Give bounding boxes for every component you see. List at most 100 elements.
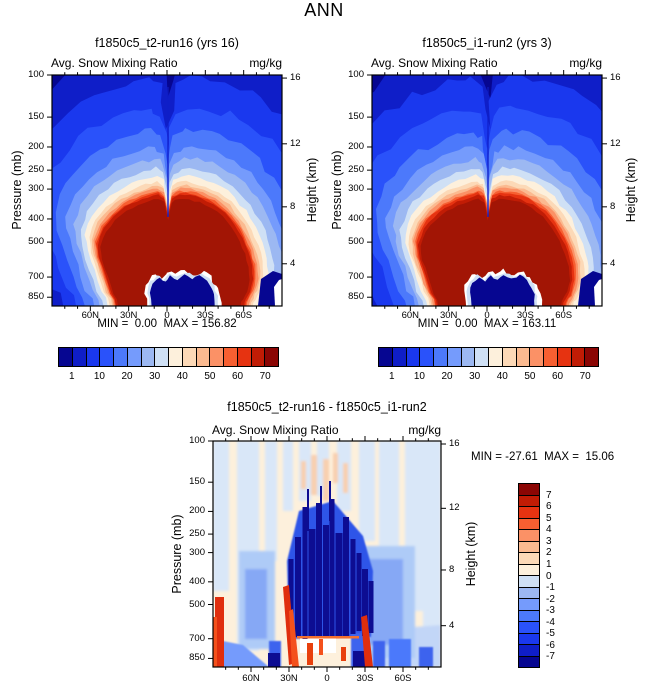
colorbar-tick-label: 30: [469, 371, 481, 382]
latitude-tick-label: 0: [164, 310, 170, 321]
colorbar-tick-label: 50: [524, 371, 536, 382]
colorbar-cell: [223, 347, 238, 367]
colorbar-tick-label: 20: [121, 371, 133, 382]
pressure-tick-label: 850: [189, 652, 205, 664]
colorbar-cell: [570, 347, 586, 367]
colorbar-cell: [460, 347, 476, 367]
panel-left-minmax: MIN = 0.00 MAX = 156.82: [97, 318, 237, 330]
pressure-tick-label: 150: [348, 111, 364, 123]
colorbar-tick-label: 60: [552, 371, 564, 382]
colorbar-tick-label: -6: [546, 639, 555, 651]
colorbar-cell: [501, 347, 517, 367]
colorbar-cell: [236, 347, 252, 367]
height-tick-label: 8: [449, 563, 455, 575]
pressure-tick-label: 150: [189, 476, 205, 488]
panel-left-units-label: mg/kg: [249, 56, 282, 70]
latitude-tick-label: 30N: [439, 310, 458, 321]
latitude-tick-label: 30S: [516, 310, 534, 321]
height-tick-label: 12: [290, 137, 301, 149]
colorbar-cell: [433, 347, 448, 367]
colorbar-cell: [556, 347, 572, 367]
colorbar-cell: [488, 347, 503, 367]
height-tick-label: 12: [449, 502, 460, 514]
pressure-tick-label: 200: [189, 505, 205, 517]
colorbar-cell: [181, 347, 197, 367]
height-tick-label: 8: [290, 200, 296, 212]
colorbar-cell: [113, 347, 128, 367]
colorbar-cell: [250, 347, 266, 367]
pressure-tick-label: 100: [348, 69, 364, 80]
colorbar-tick-label: 10: [413, 371, 425, 382]
colorbar-cell: [391, 347, 407, 367]
colorbar-tick-label: 10: [93, 371, 105, 382]
panel-diff-variable-label: Avg. Snow Mixing Ratio: [212, 423, 339, 437]
colorbar-tick-label: 4: [546, 524, 552, 536]
colorbar-tick-label: -4: [546, 616, 555, 628]
pressure-tick-label: 850: [28, 291, 44, 303]
height-tick-label: 4: [610, 257, 616, 269]
contour-plot-A: [47, 70, 287, 311]
colorbar-tick-label: 70: [259, 371, 271, 382]
latitude-tick-label: 0: [324, 673, 330, 684]
colorbar-cell: [71, 347, 87, 367]
pressure-tick-label: 500: [348, 236, 364, 248]
axes-frame-and-ticks: [47, 70, 287, 311]
colorbar-cell: [264, 347, 279, 367]
difference-field: [213, 441, 441, 667]
pressure-tick-label: 700: [28, 271, 44, 283]
colorbar-cell: [168, 347, 183, 367]
colorbar-cell: [518, 655, 540, 668]
height-tick-label: 12: [610, 137, 621, 149]
height-tick-label: 16: [449, 438, 460, 449]
pressure-tick-label: 250: [348, 164, 364, 176]
colorbar-tick-label: 20: [441, 371, 453, 382]
colorbar-tick-label: 40: [176, 371, 188, 382]
colorbar-cell: [58, 347, 73, 367]
colorbar-tick-label: 3: [546, 535, 552, 547]
pressure-tick-label: 100: [189, 435, 205, 446]
colorbar-tick-label: 70: [579, 371, 591, 382]
colorbar-tick-label: 1: [69, 371, 75, 382]
colorbar-cell: [543, 347, 558, 367]
colorbar-diff: [518, 483, 540, 668]
colorbar-tick-label: -5: [546, 628, 555, 640]
colorbar-cell: [419, 347, 434, 367]
colorbar-cell: [140, 347, 156, 367]
latitude-tick-label: 0: [484, 310, 490, 321]
pressure-tick-label: 300: [28, 183, 44, 195]
latitude-tick-label: 30N: [119, 310, 138, 321]
colorbar-tick-label: 40: [496, 371, 508, 382]
colorbar-cell: [584, 347, 599, 367]
latitude-tick-label: 60S: [555, 310, 573, 321]
pressure-tick-label: 300: [348, 183, 364, 195]
pressure-tick-label: 250: [189, 528, 205, 540]
latitude-tick-label: 60N: [401, 310, 420, 321]
panel-diff-title: f1850c5_t2-run16 - f1850c5_i1-run2: [227, 400, 427, 414]
panel-right-minmax: MIN = 0.00 MAX = 163.11: [417, 318, 557, 330]
pressure-tick-label: 300: [189, 546, 205, 558]
pressure-tick-label: 100: [28, 69, 44, 80]
panel-left-title: f1850c5_t2-run16 (yrs 16): [95, 36, 239, 50]
figure-title: ANN: [304, 0, 344, 20]
height-tick-label: 16: [290, 72, 301, 84]
height-tick-label: 4: [449, 619, 455, 631]
latitude-tick-label: 30N: [280, 673, 298, 684]
panel-left-subtitle-row: Avg. Snow Mixing Ratio mg/kg: [51, 56, 282, 70]
panel-diff-subtitle-row: Avg. Snow Mixing Ratio mg/kg: [212, 423, 441, 437]
colorbar-tick-label: 6: [546, 501, 552, 513]
pressure-tick-label: 400: [28, 212, 44, 224]
pressure-tick-label: 500: [189, 598, 205, 610]
pressure-tick-label: 850: [348, 291, 364, 303]
latitude-tick-label: 60S: [394, 673, 412, 684]
pressure-tick-label: 250: [28, 164, 44, 176]
colorbar-cell: [154, 347, 169, 367]
colorbar-cell: [209, 347, 224, 367]
colorbar-tick-label: -2: [546, 593, 555, 605]
latitude-tick-label: 60S: [235, 310, 253, 321]
colorbar-tick-label: 0: [546, 570, 552, 582]
panel-right-units-label: mg/kg: [569, 56, 602, 70]
colorbar-cell: [85, 347, 101, 367]
colorbar-tick-label: -1: [546, 582, 555, 594]
panel-diff-units-label: mg/kg: [408, 423, 441, 437]
